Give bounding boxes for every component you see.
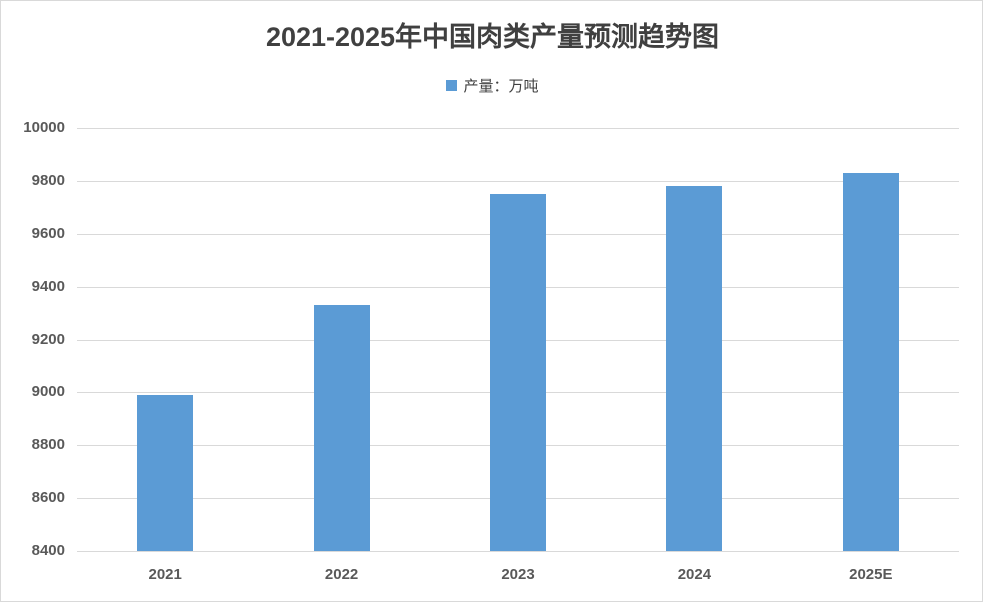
x-tick-label: 2021 [148,566,182,583]
bar-2021 [137,395,194,551]
y-tick-label: 9400 [31,277,65,295]
y-tick-label: 9000 [31,383,65,401]
bar-2024 [666,186,723,551]
y-tick-label: 9600 [31,224,65,242]
x-tick-label: 2023 [501,566,535,583]
y-tick-label: 10000 [23,119,65,136]
bar-2025E [842,172,899,551]
gridline [77,128,959,129]
x-tick-label: 2025E [849,566,893,583]
bar-2022 [313,305,370,551]
y-tick-label: 8600 [31,489,65,507]
x-tick-label: 2022 [324,566,359,583]
legend-label: 产量：万吨 [463,78,539,95]
legend-swatch-icon [446,80,458,91]
x-tick-label: 2024 [677,566,712,583]
bar-2023 [490,194,546,551]
y-tick-label: 8800 [31,436,65,454]
chart-title: 2021-2025年中国肉类产量预测趋势图 [265,22,720,52]
gridline [77,551,959,552]
y-tick-label: 9200 [31,330,65,348]
y-tick-label: 8400 [31,542,65,559]
y-tick-label: 9800 [31,171,65,189]
gridline [77,180,959,182]
legend: 产量：万吨 [1,75,983,96]
plot-area [77,128,959,552]
